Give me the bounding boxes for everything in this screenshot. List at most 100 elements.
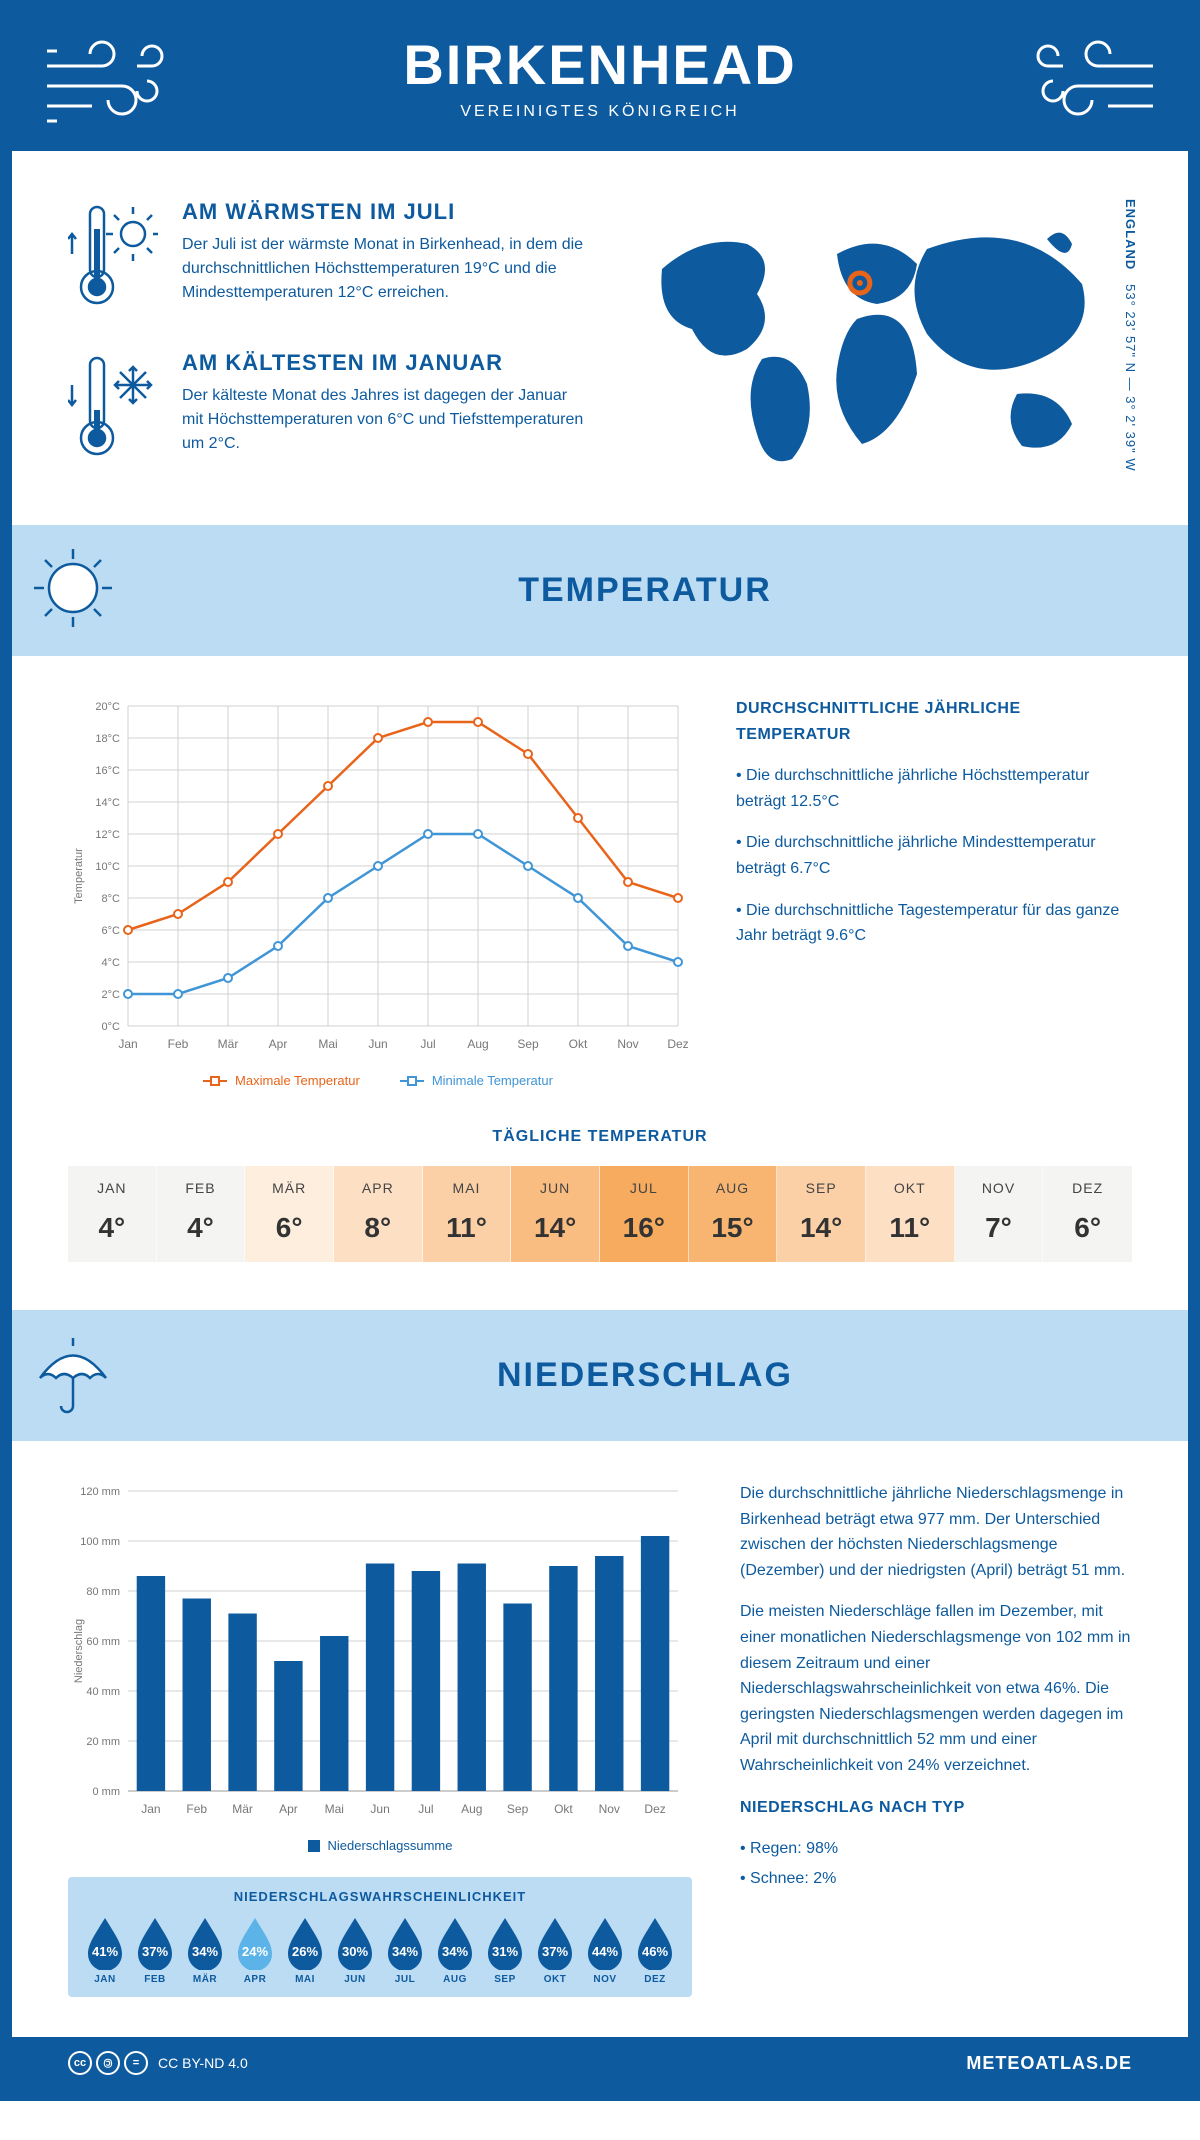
license-text: CC BY-ND 4.0 — [158, 2055, 248, 2071]
svg-text:Apr: Apr — [279, 1802, 298, 1816]
svg-text:Feb: Feb — [186, 1802, 207, 1816]
world-map: ENGLAND 53° 23' 57" N — 3° 2' 39" W — [632, 199, 1132, 501]
svg-text:60 mm: 60 mm — [86, 1636, 120, 1648]
city-title: BIRKENHEAD — [72, 32, 1128, 97]
svg-text:0°C: 0°C — [102, 1021, 121, 1033]
probability-drop: 31% SEP — [482, 1914, 528, 1985]
probability-drop: 34% MÄR — [182, 1914, 228, 1985]
svg-text:6°C: 6°C — [102, 925, 121, 937]
coldest-text: Der kälteste Monat des Jahres ist dagege… — [182, 384, 592, 456]
svg-text:Aug: Aug — [461, 1802, 482, 1816]
temp-cell: FEB4° — [157, 1166, 246, 1262]
temp-cell: AUG15° — [689, 1166, 778, 1262]
svg-text:Apr: Apr — [269, 1037, 288, 1051]
temperature-banner: TEMPERATUR — [12, 525, 1188, 656]
svg-text:Feb: Feb — [168, 1037, 189, 1051]
coldest-fact: AM KÄLTESTEN IM JANUAR Der kälteste Mona… — [68, 350, 592, 465]
svg-text:26%: 26% — [292, 1944, 318, 1959]
svg-text:Nov: Nov — [617, 1037, 638, 1051]
temperature-heading: TEMPERATUR — [518, 571, 772, 610]
svg-text:Dez: Dez — [667, 1037, 688, 1051]
svg-text:2°C: 2°C — [102, 989, 121, 1001]
wind-icon — [1028, 36, 1158, 131]
svg-text:100 mm: 100 mm — [80, 1536, 120, 1548]
probability-drop: 34% JUL — [382, 1914, 428, 1985]
precipitation-text: Die durchschnittliche jährliche Niedersc… — [740, 1481, 1132, 1997]
temp-cell: MÄR6° — [245, 1166, 334, 1262]
precip-legend: Niederschlagssumme — [68, 1838, 692, 1853]
precipitation-banner: NIEDERSCHLAG — [12, 1310, 1188, 1441]
country-subtitle: VEREINIGTES KÖNIGREICH — [72, 103, 1128, 121]
svg-text:37%: 37% — [542, 1944, 568, 1959]
svg-text:Mai: Mai — [325, 1802, 344, 1816]
svg-text:Mai: Mai — [318, 1037, 337, 1051]
cc-icons: cc🄯= — [68, 2051, 148, 2075]
coldest-title: AM KÄLTESTEN IM JANUAR — [182, 350, 592, 376]
svg-text:14°C: 14°C — [95, 797, 120, 809]
svg-text:Jan: Jan — [118, 1037, 137, 1051]
svg-text:Sep: Sep — [507, 1802, 529, 1816]
svg-text:Mär: Mär — [218, 1037, 239, 1051]
svg-text:16°C: 16°C — [95, 765, 120, 777]
svg-text:44%: 44% — [592, 1944, 618, 1959]
svg-text:24%: 24% — [242, 1944, 268, 1959]
svg-text:10°C: 10°C — [95, 861, 120, 873]
probability-drop: 41% JAN — [82, 1914, 128, 1985]
wind-icon — [42, 36, 172, 131]
temp-cell: APR8° — [334, 1166, 423, 1262]
svg-text:34%: 34% — [192, 1944, 218, 1959]
probability-drop: 30% JUN — [332, 1914, 378, 1985]
probability-drop: 37% OKT — [532, 1914, 578, 1985]
svg-text:Jul: Jul — [418, 1802, 433, 1816]
temp-cell: SEP14° — [777, 1166, 866, 1262]
svg-text:37%: 37% — [142, 1944, 168, 1959]
temperature-chart: 0°C2°C4°C6°C8°C10°C12°C14°C16°C18°C20°CJ… — [68, 696, 688, 1088]
warmest-title: AM WÄRMSTEN IM JULI — [182, 199, 592, 225]
svg-text:46%: 46% — [642, 1944, 668, 1959]
precipitation-heading: NIEDERSCHLAG — [497, 1356, 793, 1395]
footer: cc🄯= CC BY-ND 4.0 METEOATLAS.DE — [12, 2037, 1188, 2089]
probability-drop: 46% DEZ — [632, 1914, 678, 1985]
svg-text:Jun: Jun — [368, 1037, 387, 1051]
svg-text:0 mm: 0 mm — [93, 1786, 121, 1798]
svg-text:40 mm: 40 mm — [86, 1686, 120, 1698]
warmest-text: Der Juli ist der wärmste Monat in Birken… — [182, 233, 592, 305]
temperature-text: DURCHSCHNITTLICHE JÄHRLICHE TEMPERATUR •… — [736, 696, 1132, 1088]
svg-text:34%: 34% — [392, 1944, 418, 1959]
svg-text:Niederschlag: Niederschlag — [73, 1619, 85, 1683]
svg-text:Dez: Dez — [644, 1802, 665, 1816]
svg-text:20°C: 20°C — [95, 701, 120, 713]
sun-icon — [28, 543, 118, 638]
warmest-fact: AM WÄRMSTEN IM JULI Der Juli ist der wär… — [68, 199, 592, 314]
svg-text:Okt: Okt — [554, 1802, 573, 1816]
umbrella-icon — [28, 1328, 118, 1423]
thermometer-snow-icon — [68, 350, 158, 465]
temp-cell: JAN4° — [68, 1166, 157, 1262]
svg-text:80 mm: 80 mm — [86, 1586, 120, 1598]
svg-text:20 mm: 20 mm — [86, 1736, 120, 1748]
svg-text:Aug: Aug — [467, 1037, 488, 1051]
temp-legend: Maximale Temperatur Minimale Temperatur — [68, 1073, 688, 1088]
header: BIRKENHEAD VEREINIGTES KÖNIGREICH — [12, 12, 1188, 151]
svg-text:Mär: Mär — [232, 1802, 253, 1816]
svg-text:Jul: Jul — [420, 1037, 435, 1051]
temp-cell: OKT11° — [866, 1166, 955, 1262]
svg-text:Sep: Sep — [517, 1037, 539, 1051]
svg-text:Jun: Jun — [370, 1802, 389, 1816]
svg-text:Okt: Okt — [569, 1037, 588, 1051]
svg-text:Jan: Jan — [141, 1802, 160, 1816]
temp-cell: DEZ6° — [1043, 1166, 1132, 1262]
svg-text:12°C: 12°C — [95, 829, 120, 841]
svg-text:41%: 41% — [92, 1944, 118, 1959]
svg-text:34%: 34% — [442, 1944, 468, 1959]
precipitation-probability: NIEDERSCHLAGSWAHRSCHEINLICHKEIT 41% JAN … — [68, 1877, 692, 1997]
site-name: METEOATLAS.DE — [966, 2053, 1132, 2074]
temp-cell: NOV7° — [955, 1166, 1044, 1262]
probability-drop: 44% NOV — [582, 1914, 628, 1985]
svg-text:Nov: Nov — [599, 1802, 620, 1816]
probability-drop: 24% APR — [232, 1914, 278, 1985]
coordinates: ENGLAND 53° 23' 57" N — 3° 2' 39" W — [1123, 199, 1138, 472]
probability-drop: 34% AUG — [432, 1914, 478, 1985]
daily-temperature: TÄGLICHE TEMPERATUR JAN4°FEB4°MÄR6°APR8°… — [12, 1128, 1188, 1310]
svg-text:Temperatur: Temperatur — [73, 848, 85, 904]
